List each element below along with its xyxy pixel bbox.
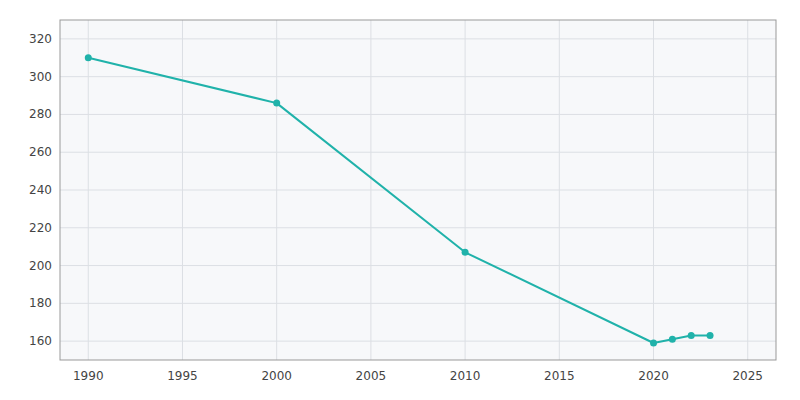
y-grid-line [60, 152, 776, 153]
chart-container: 1990 1995 2000 2005 2010 2015 2020 2025 160 180 20… [0, 0, 800, 400]
point [650, 340, 657, 347]
y-grid-line [60, 38, 776, 39]
data-group [85, 54, 714, 346]
y-tick-label: 160 [29, 334, 52, 348]
plot-frame [60, 20, 776, 360]
plot-background [60, 20, 776, 360]
y-grid-line [60, 303, 776, 304]
y-tick-label: 320 [29, 32, 52, 46]
x-tick-label: 2015 [544, 369, 575, 383]
y-tick-label: 300 [29, 70, 52, 84]
x-tick-label: 1990 [73, 369, 104, 383]
x-tick-label: 2010 [450, 369, 481, 383]
y-tick-label: 200 [29, 259, 52, 273]
y-grid-line [60, 265, 776, 266]
y-tick-label: 180 [29, 296, 52, 310]
x-tick-label: 1995 [167, 369, 198, 383]
point [669, 336, 676, 343]
point [462, 249, 469, 256]
y-grid-line [60, 227, 776, 228]
chart-svg: 1990 1995 2000 2005 2010 2015 2020 2025 160 180 20… [0, 0, 800, 400]
x-tick-label: 2025 [732, 369, 763, 383]
y-grid-line [60, 114, 776, 115]
point [85, 54, 92, 61]
y-grid-line [60, 190, 776, 191]
line [88, 58, 710, 343]
point [688, 332, 695, 339]
y-tick-label: 260 [29, 145, 52, 159]
x-tick-label: 2005 [356, 369, 387, 383]
y-tick-label: 220 [29, 221, 52, 235]
point [273, 100, 280, 107]
point [707, 332, 714, 339]
grid [60, 20, 776, 360]
x-tick-label: 2000 [261, 369, 292, 383]
x-tick-label: 2020 [638, 369, 669, 383]
y-tick-label: 280 [29, 107, 52, 121]
y-tick-label: 240 [29, 183, 52, 197]
